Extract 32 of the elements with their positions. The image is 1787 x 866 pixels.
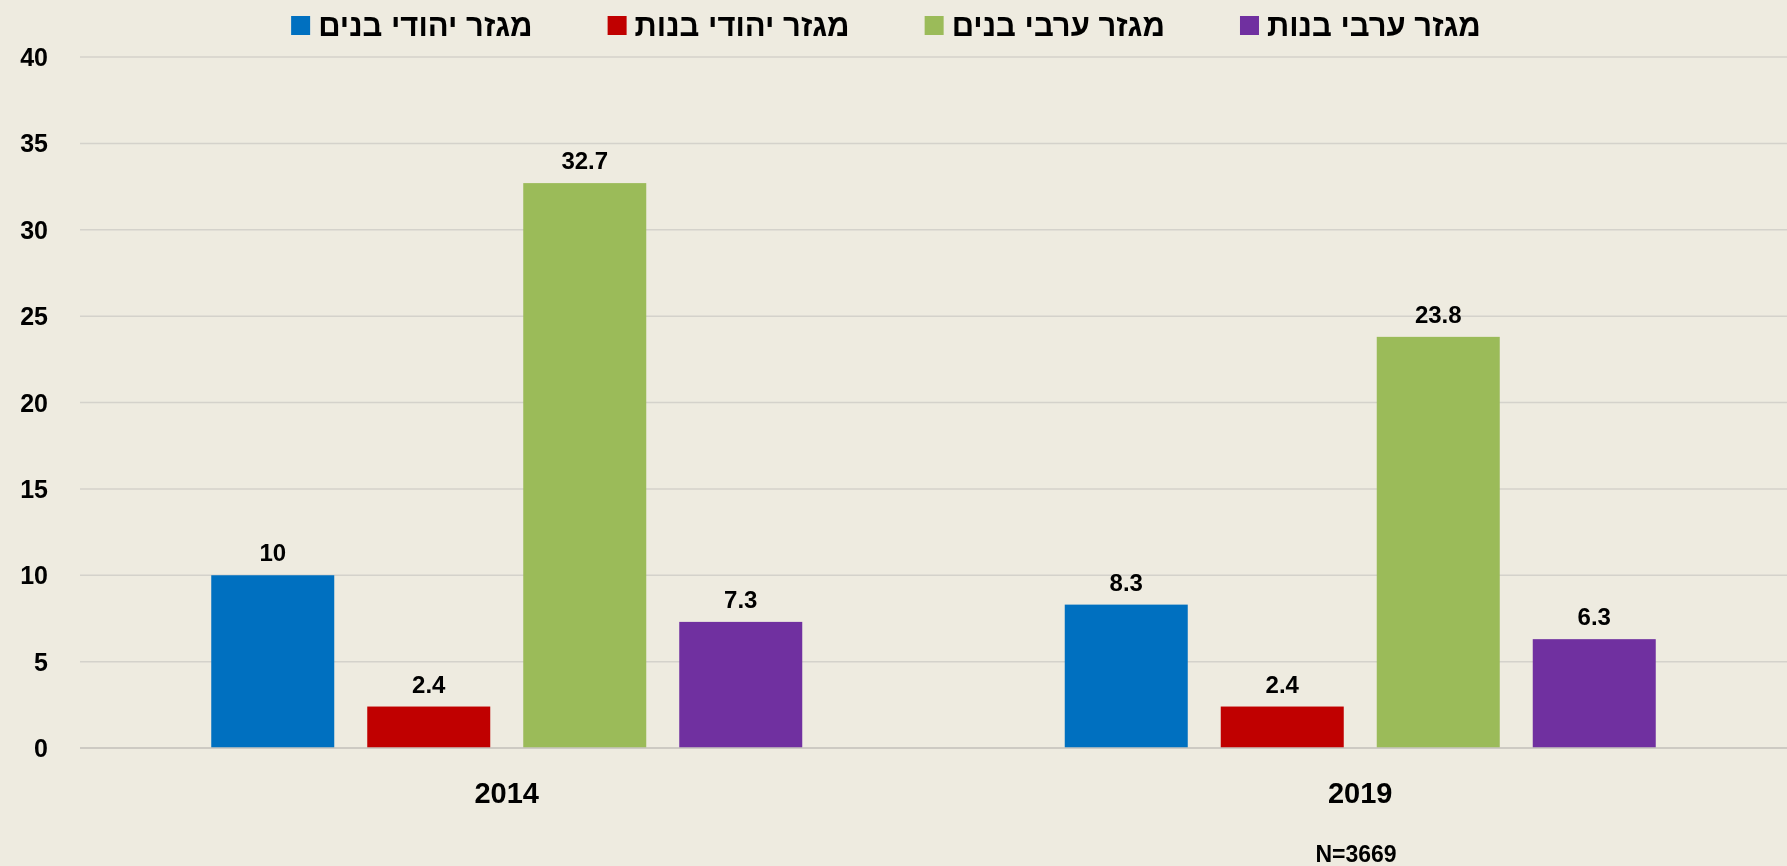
y-tick-label: 30 — [20, 215, 48, 244]
bar — [679, 621, 803, 748]
legend-label: מגזר ערבי בנות — [1266, 8, 1481, 43]
y-tick-label: 0 — [34, 734, 48, 762]
legend-label: מגזר יהודי בנות — [634, 8, 850, 43]
x-tick-label: 2019 — [1327, 777, 1393, 809]
legend-label: מגזר ערבי בנים — [951, 8, 1165, 43]
y-tick-label: 20 — [20, 388, 48, 417]
y-tick-label: 15 — [20, 474, 49, 503]
y-tick-label: 10 — [20, 561, 48, 590]
data-label: 8.3 — [1109, 568, 1143, 596]
x-tick-label: 2014 — [474, 777, 540, 809]
bar — [1064, 604, 1188, 748]
bar — [1376, 336, 1500, 748]
bar — [1532, 639, 1656, 748]
legend-label: מגזר יהודי בנים — [318, 8, 533, 43]
bar — [211, 575, 335, 748]
y-tick-label: 5 — [34, 647, 49, 676]
text: N=3669 — [1315, 841, 1397, 866]
bar — [1220, 706, 1344, 748]
y-tick-label: 40 — [20, 43, 48, 71]
bar — [523, 183, 647, 748]
data-label: 7.3 — [724, 585, 758, 613]
data-label: 10 — [259, 539, 287, 567]
data-label: 23.8 — [1414, 300, 1462, 328]
data-label: 2.4 — [1265, 670, 1300, 698]
data-label: 2.4 — [412, 670, 447, 698]
y-tick-label: 35 — [20, 129, 49, 158]
data-label: 32.7 — [561, 147, 609, 175]
y-tick-label: 25 — [20, 302, 49, 331]
bar — [367, 706, 491, 748]
data-label: 6.3 — [1577, 603, 1611, 631]
